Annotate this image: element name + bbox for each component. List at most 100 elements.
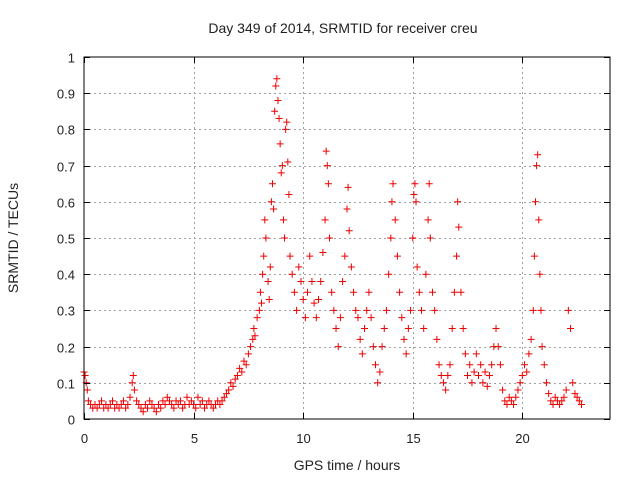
data-point bbox=[325, 234, 333, 242]
data-point bbox=[146, 397, 154, 405]
data-point bbox=[179, 404, 187, 412]
data-point bbox=[388, 198, 396, 206]
data-point bbox=[225, 386, 233, 394]
y-tick-label: 0.5 bbox=[57, 232, 75, 247]
data-point bbox=[455, 223, 463, 231]
data-point bbox=[187, 397, 195, 405]
data-point bbox=[267, 198, 275, 206]
data-point bbox=[268, 180, 276, 188]
data-point bbox=[540, 361, 548, 369]
data-point bbox=[315, 296, 323, 304]
data-point bbox=[133, 397, 141, 405]
data-point bbox=[494, 343, 502, 351]
data-point bbox=[222, 390, 230, 398]
data-point bbox=[83, 386, 91, 394]
data-point bbox=[168, 401, 176, 409]
data-point bbox=[159, 397, 167, 405]
data-point bbox=[183, 393, 191, 401]
data-point bbox=[398, 314, 406, 322]
data-point bbox=[150, 404, 158, 412]
data-point bbox=[549, 401, 557, 409]
data-point bbox=[308, 277, 316, 285]
data-point bbox=[190, 401, 198, 409]
data-point bbox=[98, 397, 106, 405]
data-point bbox=[537, 306, 545, 314]
data-point bbox=[281, 234, 289, 242]
data-point bbox=[274, 96, 282, 104]
data-point bbox=[286, 252, 294, 260]
data-point bbox=[527, 335, 535, 343]
data-point bbox=[343, 205, 351, 213]
data-point bbox=[413, 263, 421, 271]
data-point bbox=[256, 288, 264, 296]
y-axis-label: SRMTID / TECUs bbox=[5, 183, 21, 293]
data-point bbox=[261, 216, 269, 224]
data-point bbox=[264, 277, 272, 285]
data-point bbox=[412, 198, 420, 206]
data-point bbox=[389, 180, 397, 188]
data-point bbox=[562, 386, 570, 394]
data-point bbox=[470, 368, 478, 376]
data-point bbox=[117, 401, 125, 409]
data-point bbox=[283, 118, 291, 126]
data-point bbox=[205, 397, 213, 405]
data-point bbox=[126, 393, 134, 401]
data-point bbox=[192, 404, 200, 412]
data-point bbox=[450, 288, 458, 296]
data-point bbox=[115, 404, 123, 412]
data-point bbox=[128, 379, 136, 387]
chart-title: Day 349 of 2014, SRMTID for receiver cre… bbox=[208, 20, 477, 36]
data-point bbox=[312, 314, 320, 322]
data-point bbox=[198, 397, 206, 405]
data-point bbox=[422, 270, 430, 278]
data-point bbox=[352, 306, 360, 314]
data-point bbox=[530, 252, 538, 260]
data-point bbox=[571, 390, 579, 398]
data-point bbox=[534, 151, 542, 159]
data-point bbox=[144, 404, 152, 412]
data-point bbox=[244, 350, 252, 358]
data-points bbox=[80, 75, 586, 416]
data-point bbox=[174, 401, 182, 409]
data-point bbox=[238, 368, 246, 376]
x-tick-label: 0 bbox=[81, 431, 88, 446]
data-point bbox=[446, 361, 454, 369]
y-tick-label: 0.1 bbox=[57, 377, 75, 392]
data-point bbox=[108, 397, 116, 405]
data-point bbox=[415, 288, 423, 296]
data-point bbox=[330, 306, 338, 314]
data-point bbox=[442, 386, 450, 394]
data-point bbox=[551, 393, 559, 401]
data-point bbox=[249, 335, 257, 343]
data-point bbox=[371, 361, 379, 369]
data-point bbox=[363, 306, 371, 314]
data-point bbox=[310, 299, 318, 307]
data-point bbox=[428, 288, 436, 296]
data-point bbox=[322, 147, 330, 155]
data-point bbox=[124, 401, 132, 409]
data-point bbox=[137, 404, 145, 412]
data-point bbox=[277, 169, 285, 177]
x-tick-label: 20 bbox=[515, 431, 529, 446]
data-point bbox=[319, 248, 327, 256]
data-point bbox=[240, 357, 248, 365]
data-point bbox=[321, 216, 329, 224]
x-axis: 0 5 10 15 20 bbox=[81, 57, 530, 446]
data-point bbox=[501, 397, 509, 405]
data-point bbox=[516, 379, 524, 387]
data-point bbox=[141, 401, 149, 409]
data-point bbox=[229, 382, 237, 390]
data-point bbox=[262, 234, 270, 242]
data-point bbox=[453, 252, 461, 260]
data-point bbox=[196, 401, 204, 409]
data-point bbox=[273, 75, 281, 83]
data-point bbox=[558, 397, 566, 405]
data-point bbox=[317, 277, 325, 285]
data-point bbox=[499, 386, 507, 394]
y-tick-label: 0.6 bbox=[57, 196, 75, 211]
data-point bbox=[483, 382, 491, 390]
data-point bbox=[170, 404, 178, 412]
y-tick-label: 0.7 bbox=[57, 160, 75, 175]
data-point bbox=[503, 401, 511, 409]
data-point bbox=[161, 401, 169, 409]
